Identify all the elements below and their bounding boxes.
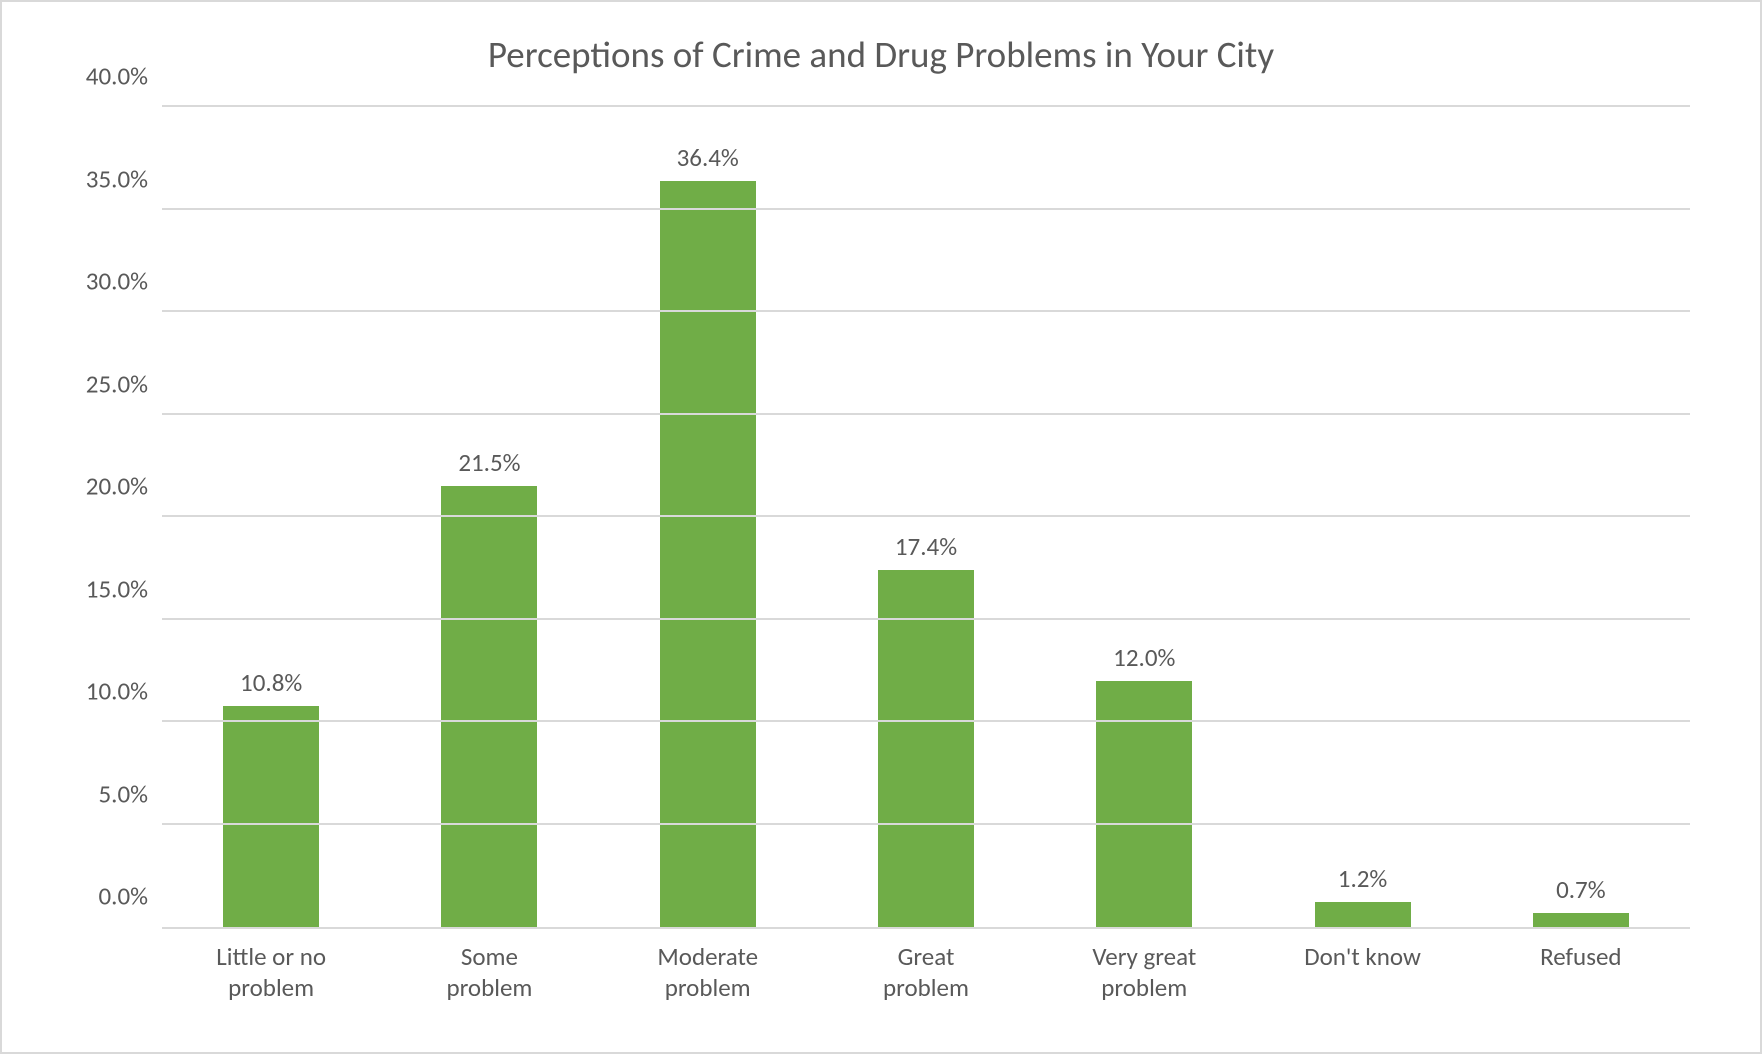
x-axis-label: Little or noproblem <box>162 941 380 1004</box>
bars-row: 10.8% 21.5% 36.4% 17.4% 12.0% 1.2% 0.7% <box>162 107 1690 927</box>
bar-value-label: 21.5% <box>458 447 520 478</box>
bar <box>1315 902 1411 927</box>
bar-slot: 1.2% <box>1253 107 1471 927</box>
bar-value-label: 17.4% <box>895 531 957 562</box>
x-axis-label: Someproblem <box>380 941 598 1004</box>
bar-slot: 12.0% <box>1035 107 1253 927</box>
bar-slot: 21.5% <box>380 107 598 927</box>
y-tick-label: 35.0% <box>86 163 148 194</box>
bar <box>1096 681 1192 927</box>
bar-value-label: 36.4% <box>677 142 739 173</box>
y-tick-label: 40.0% <box>86 61 148 92</box>
y-tick-label: 0.0% <box>98 881 148 912</box>
bar-slot: 17.4% <box>817 107 1035 927</box>
y-tick-label: 30.0% <box>86 266 148 297</box>
chart-container: Perceptions of Crime and Drug Problems i… <box>0 0 1762 1054</box>
x-axis-label: Very greatproblem <box>1035 941 1253 1004</box>
x-axis-label: Don't know <box>1253 941 1471 1004</box>
gridline <box>162 208 1690 210</box>
gridline <box>162 105 1690 107</box>
y-tick-label: 10.0% <box>86 676 148 707</box>
y-tick-label: 15.0% <box>86 573 148 604</box>
gridline <box>162 413 1690 415</box>
chart-title: Perceptions of Crime and Drug Problems i… <box>42 32 1720 77</box>
bar-value-label: 10.8% <box>240 667 302 698</box>
x-axis-label: Refused <box>1472 941 1690 1004</box>
bar-slot: 36.4% <box>599 107 817 927</box>
x-axis-label: Moderateproblem <box>599 941 817 1004</box>
bar <box>878 570 974 927</box>
bar-value-label: 0.7% <box>1556 874 1606 905</box>
x-axis-label: Greatproblem <box>817 941 1035 1004</box>
bar <box>1533 913 1629 927</box>
bar-value-label: 1.2% <box>1338 863 1388 894</box>
x-axis-labels: Little or noproblemSomeproblemModeratepr… <box>162 941 1690 1004</box>
bar <box>223 706 319 927</box>
bar-slot: 10.8% <box>162 107 380 927</box>
y-tick-label: 25.0% <box>86 368 148 399</box>
gridline <box>162 823 1690 825</box>
gridline <box>162 618 1690 620</box>
bar <box>660 181 756 927</box>
bar-slot: 0.7% <box>1472 107 1690 927</box>
gridline <box>162 310 1690 312</box>
bar <box>441 486 537 927</box>
plot-wrapper: 10.8%21.5%36.4%17.4%12.0%1.2%0.7% 0.0%5.… <box>162 107 1690 927</box>
y-tick-label: 20.0% <box>86 471 148 502</box>
bar-value-label: 12.0% <box>1113 642 1175 673</box>
y-tick-label: 5.0% <box>98 778 148 809</box>
gridline <box>162 515 1690 517</box>
plot-area: 10.8%21.5%36.4%17.4%12.0%1.2%0.7% 0.0%5.… <box>162 107 1690 929</box>
gridline <box>162 720 1690 722</box>
